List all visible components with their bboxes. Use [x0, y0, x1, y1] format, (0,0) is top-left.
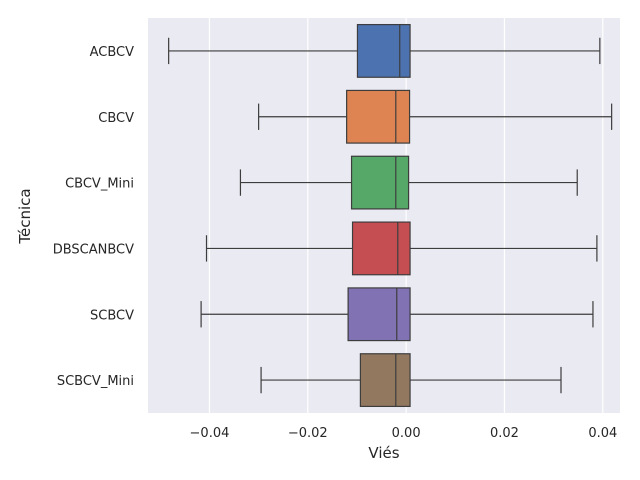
y-tick-label: DBSCANBCV	[53, 242, 134, 257]
y-tick-label: SCBCV_Mini	[57, 374, 134, 389]
box-cbcv-mini	[350, 155, 410, 210]
grid-lines	[208, 18, 604, 413]
y-tick-labels: ACBCV CBCV CBCV_Mini DBSCANBCV SCBCV SCBCV_Mi…	[53, 45, 134, 389]
y-tick-label: CBCV_Mini	[65, 177, 134, 192]
box-dbscanbcv	[351, 221, 411, 276]
x-tick-label: 0.04	[588, 426, 617, 441]
x-tick-label: −0.02	[288, 426, 328, 441]
box-series	[168, 23, 613, 408]
x-tick-label: −0.04	[190, 426, 230, 441]
box-cbcv	[346, 89, 411, 144]
box-scbcv-mini	[359, 353, 411, 408]
box-acbcv	[356, 23, 411, 78]
y-tick-label: CBCV	[98, 111, 134, 126]
x-axis-label: Viés	[368, 444, 399, 462]
x-tick-label: 0.00	[392, 426, 421, 441]
y-tick-label: ACBCV	[90, 45, 135, 60]
y-axis-label: Técnica	[16, 188, 34, 244]
box-scbcv	[347, 287, 411, 342]
y-tick-label: SCBCV	[90, 308, 134, 323]
plot-background	[148, 18, 620, 413]
x-tick-labels: −0.04 −0.02 0.00 0.02 0.04	[190, 426, 618, 441]
x-tick-label: 0.02	[490, 426, 519, 441]
